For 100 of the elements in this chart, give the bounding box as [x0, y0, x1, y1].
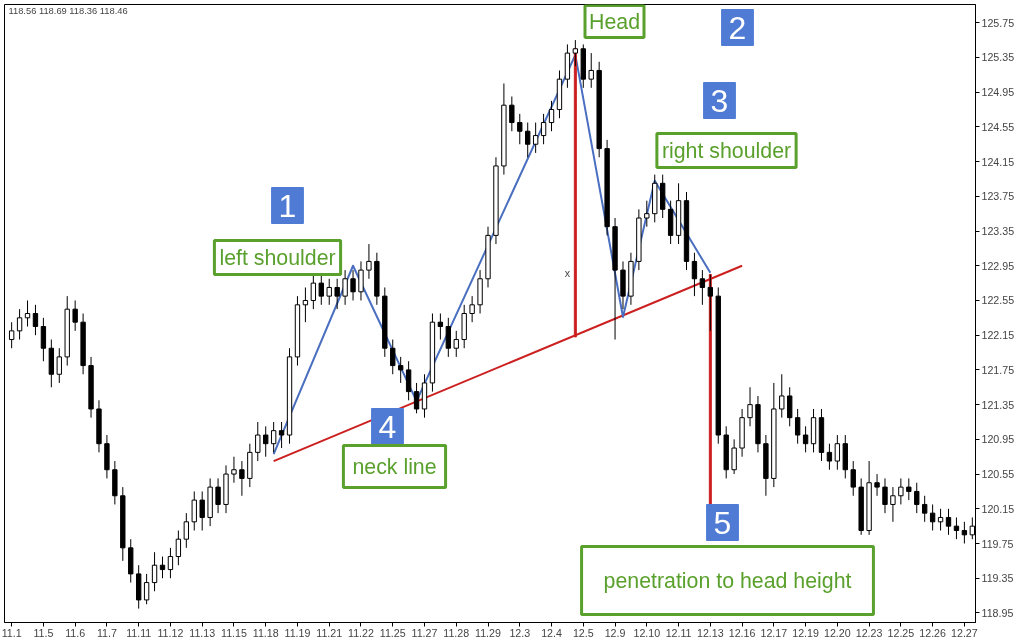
- candlestick: [548, 100, 555, 132]
- candlestick: [914, 482, 920, 514]
- candlestick: [532, 122, 539, 154]
- x-tick-label: 11.25: [379, 626, 406, 639]
- annotation: Head: [589, 9, 641, 34]
- candlestick: [572, 39, 579, 67]
- candlestick: [794, 408, 801, 445]
- x-tick-label: 11.28: [443, 626, 470, 639]
- candlestick: [922, 495, 928, 523]
- annotation: 5: [713, 504, 732, 541]
- x-tick-label: 11.19: [284, 626, 311, 639]
- x-tick-label: 12.25: [887, 626, 915, 639]
- candlestick: [143, 573, 150, 605]
- x-tick-label: 11.21: [316, 626, 343, 639]
- x-tick-label: 12.10: [633, 626, 661, 639]
- candlestick: [334, 278, 340, 310]
- candlestick: [390, 339, 396, 375]
- candlestick: [826, 443, 833, 471]
- y-tick-label: 120.55: [981, 468, 1015, 481]
- x-tick-label: 12.23: [855, 626, 883, 639]
- candlestick: [747, 386, 753, 427]
- x-tick-label: 12.27: [951, 626, 978, 639]
- x-tick-label: 12.5: [572, 626, 594, 639]
- y-tick-label: 123.35: [981, 225, 1015, 238]
- x-tick-label: 12.26: [919, 626, 947, 639]
- candlestick: [342, 269, 348, 306]
- candlestick: [215, 477, 221, 514]
- y-tick-label: 124.95: [981, 86, 1015, 99]
- x-tick-label: 12.3: [509, 626, 531, 639]
- x-tick-label: 12.19: [792, 626, 819, 639]
- candlestick: [945, 508, 952, 536]
- candlestick: [231, 456, 237, 484]
- candlestick: [834, 434, 841, 471]
- candlestick: [358, 260, 364, 301]
- annotation: 2: [728, 9, 747, 46]
- candlestick: [779, 373, 785, 419]
- candlestick: [906, 477, 912, 501]
- candlestick: [32, 304, 39, 336]
- x-tick-label: 11.11: [126, 626, 152, 639]
- annotation: right shoulder: [661, 138, 792, 163]
- x-tick-label: 12.9: [604, 626, 626, 639]
- y-tick-label: 118.95: [981, 606, 1014, 619]
- candlestick: [278, 421, 285, 449]
- y-tick-label: 121.75: [981, 363, 1015, 376]
- candlestick: [413, 382, 420, 414]
- candlestick: [398, 356, 404, 384]
- candlestick: [263, 425, 269, 458]
- x-tick-label: 11.7: [96, 626, 117, 639]
- candlestick: [445, 317, 451, 358]
- candlestick: [239, 460, 245, 497]
- candlestick: [191, 490, 197, 531]
- x-tick-label: 11.1: [1, 626, 22, 639]
- annotation: left shoulder: [219, 245, 336, 270]
- candlestick: [151, 551, 158, 592]
- x-tick-label: 12.20: [824, 626, 851, 639]
- y-tick-label: 122.95: [981, 259, 1015, 272]
- candlestick: [255, 421, 261, 462]
- y-tick-label: 122.55: [981, 294, 1015, 307]
- candlestick: [8, 321, 15, 349]
- annotation: neck line: [352, 454, 437, 479]
- candlestick: [882, 477, 888, 514]
- candlestick: [469, 295, 475, 323]
- candlestick: [588, 52, 594, 89]
- x-tick-label: 11.27: [411, 626, 438, 639]
- candlestick: [350, 269, 356, 301]
- candlestick: [898, 477, 904, 505]
- y-tick-label: 123.75: [981, 190, 1015, 203]
- y-tick-label: 125.35: [981, 51, 1015, 64]
- candlestick: [731, 438, 737, 475]
- y-tick-label: 121.35: [981, 398, 1015, 411]
- y-tick-label: 120.95: [981, 433, 1015, 446]
- x-tick-label: 11.15: [221, 626, 247, 639]
- candlestick: [787, 386, 793, 427]
- candlestick: [453, 330, 459, 358]
- candlestick: [874, 473, 880, 497]
- x-tick-label: 12.16: [728, 626, 756, 639]
- annotation: penetration to head height: [603, 568, 852, 593]
- candlestick: [40, 317, 47, 362]
- candlestick: [16, 308, 23, 341]
- candlestick: [318, 273, 324, 306]
- candlestick: [691, 252, 698, 297]
- y-tick-label: 122.15: [981, 329, 1015, 342]
- annotation: 1: [278, 187, 297, 224]
- x-tick-label: 12.13: [696, 626, 724, 639]
- candlestick: [707, 273, 713, 332]
- candlestick: [366, 243, 372, 280]
- x-tick-label: 11.22: [348, 626, 374, 639]
- x-tick-label: 11.5: [33, 626, 54, 639]
- candlestick: [199, 490, 205, 531]
- candlestick: [517, 113, 523, 145]
- candlestick: [929, 503, 936, 531]
- annotation: 4: [378, 408, 397, 445]
- candlestick: [183, 512, 189, 549]
- y-tick-label: 119.75: [981, 537, 1014, 550]
- x-tick-label: 12.4: [541, 626, 562, 639]
- x-tick-label: 11.12: [157, 626, 184, 639]
- candlestick: [802, 425, 809, 453]
- candlestick: [850, 460, 856, 497]
- y-tick-label: 124.55: [981, 120, 1015, 133]
- candlestick: [890, 486, 896, 523]
